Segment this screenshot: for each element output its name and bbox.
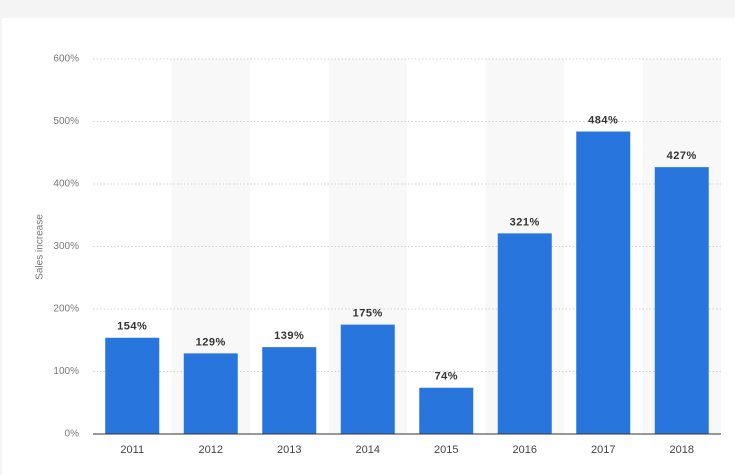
bar [497, 233, 552, 434]
value-label: 427% [667, 150, 697, 162]
x-tick-label: 2012 [199, 444, 223, 456]
x-tick-label: 2018 [670, 444, 694, 456]
bar [576, 131, 631, 434]
value-label: 175% [353, 308, 383, 320]
value-label: 321% [510, 216, 540, 228]
y-tick-label: 200% [53, 304, 79, 315]
x-tick-label: 2015 [434, 444, 458, 456]
value-label: 74% [434, 371, 458, 383]
y-tick-label: 400% [53, 179, 79, 190]
x-tick-label: 2014 [356, 444, 380, 456]
bar [262, 347, 317, 434]
x-tick-label: 2011 [120, 444, 144, 456]
bar [419, 387, 474, 434]
bar [105, 337, 160, 434]
y-tick-label: 300% [53, 241, 79, 252]
y-tick-label: 0% [65, 429, 80, 440]
y-tick-label: 500% [53, 116, 79, 127]
bar [654, 167, 709, 434]
bar [340, 324, 395, 434]
x-tick-label: 2013 [277, 444, 301, 456]
y-tick-label: 600% [53, 54, 79, 65]
x-tick-label: 2016 [513, 444, 537, 456]
value-label: 139% [274, 330, 304, 342]
value-label: 154% [117, 321, 147, 333]
value-label: 484% [588, 114, 618, 126]
bar [183, 353, 238, 434]
value-label: 129% [196, 336, 226, 348]
y-axis-label: Sales increase [35, 214, 46, 280]
y-tick-label: 100% [53, 366, 79, 377]
x-tick-label: 2017 [591, 444, 615, 456]
